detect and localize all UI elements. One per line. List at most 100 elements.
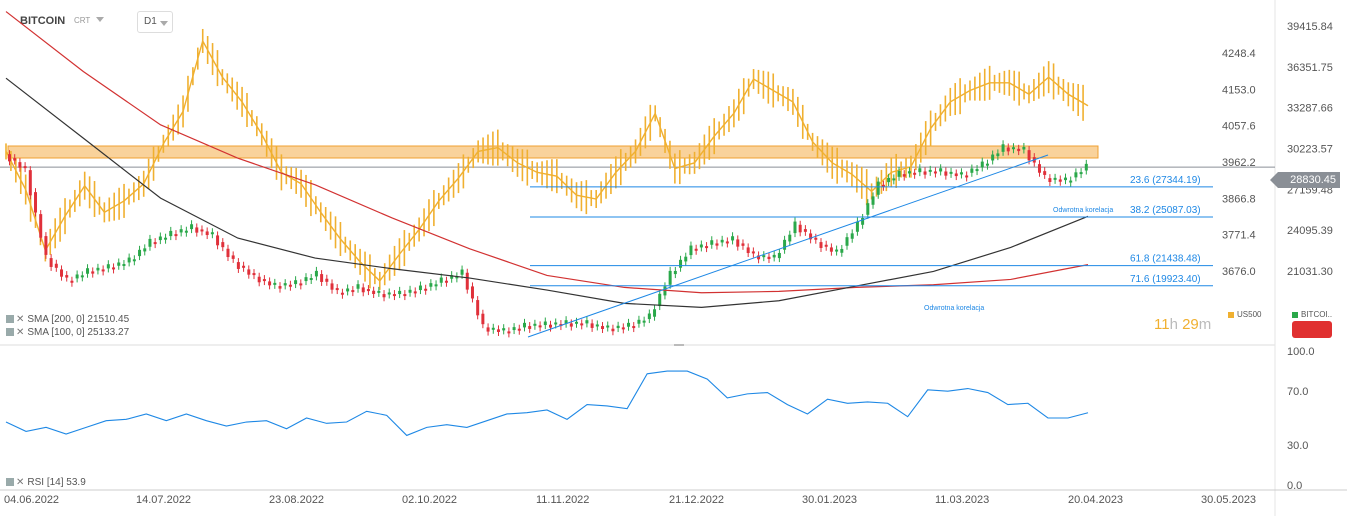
- sma200-legend[interactable]: ✕ SMA [200, 0] 21510.45: [6, 314, 129, 326]
- bitcoin-candle: [933, 171, 937, 174]
- bitcoin-candle: [304, 277, 308, 282]
- bitcoin-candle: [1006, 147, 1010, 152]
- bitcoin-candle: [575, 321, 579, 324]
- bitcoin-candle: [91, 271, 95, 274]
- bitcoin-candle: [512, 327, 516, 331]
- toolbar: BITCOIN CRT D1: [0, 0, 1347, 40]
- bitcoin-candle: [257, 276, 261, 283]
- bitcoin-candle: [502, 328, 506, 331]
- bitcoin-candle: [1053, 177, 1057, 180]
- bitcoin-candle: [913, 172, 917, 175]
- chart-type-label[interactable]: CRT: [74, 16, 91, 25]
- left-axis-tick: 4153.0: [1222, 84, 1256, 96]
- bitcoin-candle: [366, 289, 370, 292]
- bitcoin-candle: [75, 274, 79, 279]
- bitcoin-candle: [751, 251, 755, 254]
- bitcoin-candle: [28, 170, 32, 196]
- bitcoin-candle: [549, 324, 552, 328]
- bitcoin-candle: [210, 232, 214, 235]
- close-icon[interactable]: ✕: [16, 477, 25, 488]
- bitcoin-candle: [351, 290, 355, 293]
- bitcoin-candle: [356, 284, 360, 289]
- bitcoin-candle: [439, 277, 443, 283]
- bitcoin-candle: [996, 153, 1000, 157]
- bitcoin-candle: [481, 313, 485, 325]
- settings-icon[interactable]: [6, 478, 14, 487]
- bitcoin-candle: [632, 326, 636, 329]
- bitcoin-candle: [361, 287, 365, 293]
- bitcoin-candle: [1069, 180, 1073, 183]
- bitcoin-candle: [273, 282, 277, 285]
- us500-swatch: [1228, 311, 1234, 318]
- bitcoin-candle: [923, 171, 927, 175]
- bitcoin-candle: [101, 269, 105, 272]
- bitcoin-candle: [720, 239, 724, 243]
- bitcoin-candle: [143, 248, 147, 252]
- bitcoin-candle: [216, 235, 220, 246]
- sell-button[interactable]: [1292, 321, 1332, 338]
- bitcoin-candle: [262, 279, 266, 282]
- bitcoin-legend[interactable]: BITCOI..: [1292, 310, 1332, 319]
- bitcoin-candle: [1079, 172, 1083, 175]
- x-axis-tick: 14.07.2022: [136, 494, 191, 506]
- us500-series: [5, 28, 1089, 290]
- left-axis-tick: 3771.4: [1222, 230, 1256, 242]
- bitcoin-candle: [1048, 178, 1052, 182]
- settings-icon[interactable]: [6, 315, 14, 324]
- symbol-label[interactable]: BITCOIN: [20, 15, 66, 27]
- bitcoin-candle: [653, 309, 657, 317]
- bitcoin-candle: [522, 322, 526, 328]
- bitcoin-candle: [18, 162, 22, 168]
- bitcoin-candle: [616, 325, 620, 329]
- bitcoin-candle: [861, 217, 865, 225]
- bitcoin-candle: [627, 322, 631, 327]
- bitcoin-candle: [1063, 177, 1067, 181]
- rsi-axis-tick: 70.0: [1287, 386, 1308, 398]
- bitcoin-candle: [299, 283, 303, 286]
- chevron-down-icon[interactable]: [96, 17, 104, 22]
- bitcoin-candle: [117, 262, 121, 266]
- bitcoin-candle: [725, 241, 729, 244]
- bitcoin-candle: [809, 233, 813, 240]
- timeframe-value: D1: [144, 16, 157, 27]
- bitcoin-candle: [320, 274, 324, 282]
- x-axis-labels: 04.06.2022 14.07.2022 23.08.2022 02.10.2022…: [4, 494, 1256, 506]
- bitcoin-candle: [377, 290, 381, 293]
- close-icon[interactable]: ✕: [16, 314, 25, 325]
- bitcoin-candle: [309, 278, 313, 281]
- x-axis-tick: 20.04.2023: [1068, 494, 1123, 506]
- bitcoin-candle: [798, 224, 802, 233]
- bitcoin-candle: [127, 257, 131, 263]
- chevron-down-icon: [160, 21, 168, 26]
- bitcoin-swatch: [1292, 311, 1298, 318]
- fib-label: 38.2 (25087.03): [1130, 205, 1201, 216]
- bitcoin-candle: [200, 229, 204, 232]
- bitcoin-candle: [715, 243, 719, 246]
- bitcoin-candle: [1084, 163, 1088, 171]
- bitcoin-candle: [824, 244, 828, 247]
- bitcoin-candle: [1022, 146, 1026, 150]
- bitcoin-candle: [564, 320, 568, 324]
- bitcoin-candle: [195, 227, 199, 233]
- bitcoin-candle: [569, 323, 573, 327]
- bitcoin-candle: [23, 166, 27, 169]
- rsi-panel: 100.0 70.0 30.0 0.0: [5, 346, 1315, 492]
- bitcoin-candle: [772, 254, 776, 258]
- bitcoin-candle: [138, 249, 142, 257]
- bitcoin-candle: [429, 283, 433, 287]
- rsi-legend[interactable]: ✕ RSI [14] 53.9: [6, 477, 86, 489]
- right-axis-tick: 21031.30: [1287, 266, 1333, 278]
- settings-icon[interactable]: [6, 328, 14, 337]
- bitcoin-candle: [325, 278, 329, 282]
- bitcoin-candle: [663, 286, 667, 296]
- timeframe-select[interactable]: D1: [137, 11, 173, 33]
- close-icon[interactable]: ✕: [16, 327, 25, 338]
- sma100-legend[interactable]: ✕ SMA [100, 0] 25133.27: [6, 327, 129, 339]
- bitcoin-candle: [470, 286, 474, 299]
- annotation-label: Odwrotna korelacja: [1053, 207, 1113, 214]
- bitcoin-candle: [642, 320, 646, 323]
- x-axis-tick: 02.10.2022: [402, 494, 457, 506]
- bitcoin-candle: [699, 244, 703, 248]
- us500-legend[interactable]: US500: [1228, 310, 1261, 319]
